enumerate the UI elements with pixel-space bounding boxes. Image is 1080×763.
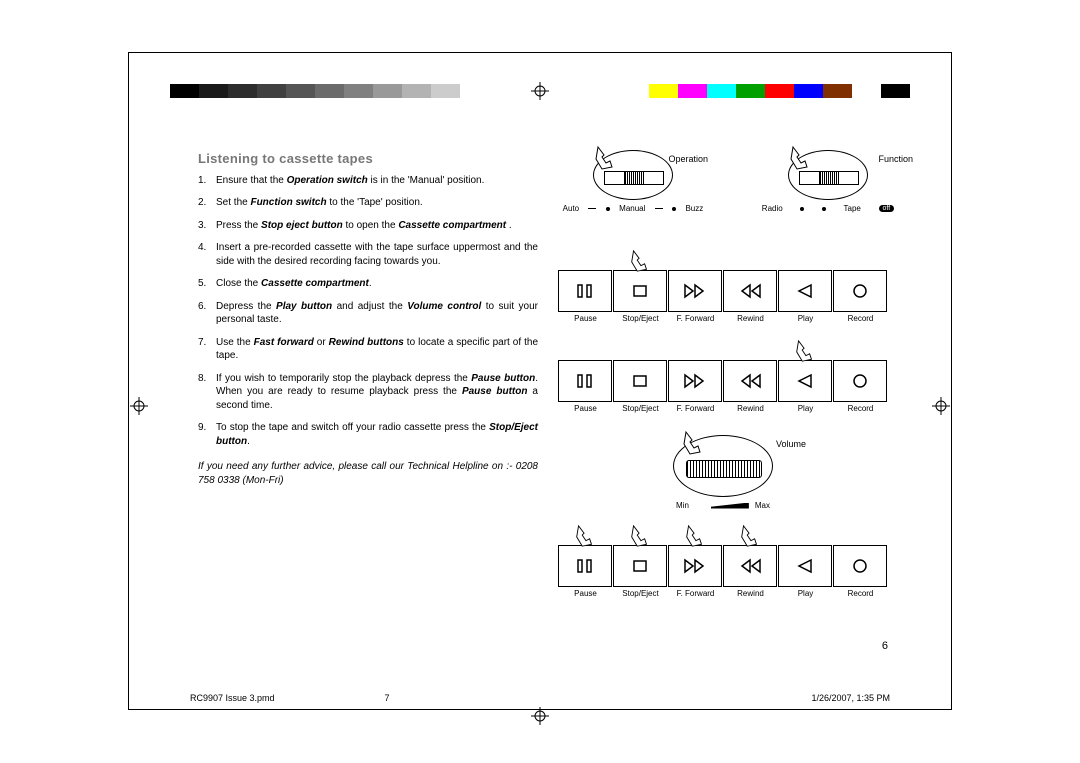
- cassette-button: [723, 270, 777, 312]
- volume-max: Max: [755, 501, 770, 510]
- operation-switch-diagram: Operation Auto Manual Buzz: [558, 150, 708, 213]
- cassette-button: [833, 270, 887, 312]
- hand-icon: [680, 430, 706, 456]
- page-content: Listening to cassette tapes 1.Ensure tha…: [198, 150, 888, 670]
- footer-page: 7: [385, 693, 390, 703]
- registration-mark-top: [531, 82, 549, 100]
- volume-min: Min: [676, 501, 689, 510]
- button-label: Play: [778, 589, 833, 598]
- instruction-step: 3.Press the Stop eject button to open th…: [198, 219, 538, 233]
- footer-date: 1/26/2007, 1:35 PM: [811, 693, 890, 703]
- button-label: Rewind: [723, 404, 778, 413]
- instruction-step: 7.Use the Fast forward or Rewind buttons…: [198, 336, 538, 363]
- function-options: Radio Tape off: [753, 204, 903, 213]
- operation-options: Auto Manual Buzz: [558, 204, 708, 213]
- cassette-button: [778, 360, 832, 402]
- cassette-button: [668, 270, 722, 312]
- registration-mark-left: [130, 397, 148, 415]
- button-label: Rewind: [723, 314, 778, 323]
- button-labels-3: PauseStop/EjectF. ForwardRewindPlayRecor…: [558, 589, 888, 598]
- cassette-button: [778, 545, 832, 587]
- hand-icon: [628, 524, 654, 550]
- button-labels-1: PauseStop/EjectF. ForwardRewindPlayRecor…: [558, 314, 888, 323]
- button-label: Stop/Eject: [613, 314, 668, 323]
- instruction-step: 9.To stop the tape and switch off your r…: [198, 421, 538, 448]
- button-label: Record: [833, 589, 888, 598]
- footer-metadata: RC9907 Issue 3.pmd 7 1/26/2007, 1:35 PM: [190, 693, 890, 703]
- hand-icon: [787, 145, 813, 171]
- cassette-button: [668, 545, 722, 587]
- button-label: Play: [778, 314, 833, 323]
- instruction-step: 8.If you wish to temporarily stop the pl…: [198, 372, 538, 413]
- button-label: Record: [833, 404, 888, 413]
- cassette-button: [833, 545, 887, 587]
- operation-label: Operation: [668, 154, 708, 164]
- hand-icon: [592, 145, 618, 171]
- button-row-1: [558, 270, 888, 312]
- instruction-step: 4.Insert a pre-recorded cassette with th…: [198, 241, 538, 268]
- cassette-button: [613, 545, 667, 587]
- cassette-button: [613, 360, 667, 402]
- instruction-step: 5.Close the Cassette compartment.: [198, 277, 538, 291]
- instruction-steps: 1.Ensure that the Operation switch is in…: [198, 174, 538, 449]
- volume-diagram: Volume Min Max: [658, 435, 788, 510]
- instruction-step: 6.Depress the Play button and adjust the…: [198, 300, 538, 327]
- button-label: Pause: [558, 589, 613, 598]
- button-label: Play: [778, 404, 833, 413]
- button-label: F. Forward: [668, 589, 723, 598]
- registration-mark-right: [932, 397, 950, 415]
- cassette-button: [558, 360, 612, 402]
- cassette-button: [723, 545, 777, 587]
- registration-mark-bottom: [531, 707, 549, 725]
- button-label: Record: [833, 314, 888, 323]
- cassette-button: [778, 270, 832, 312]
- function-label: Function: [878, 154, 913, 164]
- button-label: F. Forward: [668, 404, 723, 413]
- hand-icon: [738, 524, 764, 550]
- button-label: F. Forward: [668, 314, 723, 323]
- button-row-2: [558, 360, 888, 402]
- section-title: Listening to cassette tapes: [198, 150, 538, 168]
- hand-icon: [683, 524, 709, 550]
- button-label: Rewind: [723, 589, 778, 598]
- page-number: 6: [882, 640, 888, 652]
- hand-icon: [793, 339, 819, 365]
- cassette-button: [558, 270, 612, 312]
- instruction-step: 2.Set the Function switch to the 'Tape' …: [198, 196, 538, 210]
- cassette-button: [668, 360, 722, 402]
- button-label: Pause: [558, 404, 613, 413]
- helpline-text: If you need any further advice, please c…: [198, 460, 538, 487]
- instructions-column: Listening to cassette tapes 1.Ensure tha…: [198, 150, 538, 487]
- button-label: Stop/Eject: [613, 589, 668, 598]
- cassette-button: [613, 270, 667, 312]
- volume-label: Volume: [776, 439, 806, 449]
- cassette-button: [723, 360, 777, 402]
- button-label: Pause: [558, 314, 613, 323]
- instruction-step: 1.Ensure that the Operation switch is in…: [198, 174, 538, 188]
- cassette-button: [558, 545, 612, 587]
- button-labels-2: PauseStop/EjectF. ForwardRewindPlayRecor…: [558, 404, 888, 413]
- button-row-3: [558, 545, 888, 587]
- cassette-button: [833, 360, 887, 402]
- footer-filename: RC9907 Issue 3.pmd: [190, 693, 275, 703]
- function-switch-diagram: Function Radio Tape off: [753, 150, 903, 213]
- button-label: Stop/Eject: [613, 404, 668, 413]
- hand-icon: [628, 249, 654, 275]
- hand-icon: [573, 524, 599, 550]
